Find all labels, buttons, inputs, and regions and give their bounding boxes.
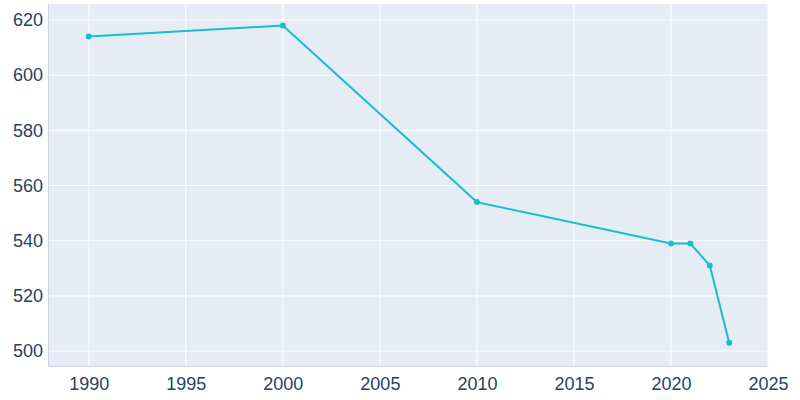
x-axis-tick-label: 2000 xyxy=(263,374,303,394)
x-axis: 1990 1995 2000 2005 2010 2015 2020 2025 xyxy=(49,366,789,394)
marker xyxy=(86,34,92,40)
y-axis-tick-label: 600 xyxy=(13,65,43,85)
marker xyxy=(474,199,480,205)
x-axis-line xyxy=(49,366,769,367)
y-grid-line xyxy=(48,75,768,76)
y-axis-tick-label: 520 xyxy=(13,286,43,306)
x-grid-line xyxy=(282,4,283,366)
x-axis-tick: 2020 xyxy=(651,366,691,394)
x-grid-line xyxy=(670,4,671,366)
chart: 1990 1995 2000 2005 2010 2015 2020 2025 500 520 54… xyxy=(0,0,800,400)
x-grid-line xyxy=(379,4,380,366)
x-axis-tick-label: 1995 xyxy=(166,374,206,394)
marker xyxy=(668,240,674,246)
y-axis-line xyxy=(48,5,49,367)
series xyxy=(86,23,732,346)
x-axis-tick: 2025 xyxy=(748,366,788,394)
y-grid-line xyxy=(48,351,768,352)
y-axis-tick: 560 xyxy=(13,176,48,196)
x-axis-tick: 2015 xyxy=(554,366,594,394)
x-grid-line xyxy=(88,4,89,366)
grid xyxy=(48,4,768,366)
x-axis-tick: 1990 xyxy=(69,366,109,394)
x-axis-tick: 2005 xyxy=(360,366,400,394)
x-grid-line xyxy=(573,4,574,366)
x-axis-tick-label: 2025 xyxy=(748,374,788,394)
x-grid-line xyxy=(185,4,186,366)
y-axis-tick-label: 500 xyxy=(13,341,43,361)
y-axis-tick-label: 540 xyxy=(13,231,43,251)
y-axis-tick-label: 620 xyxy=(13,10,43,30)
x-grid-line xyxy=(476,4,477,366)
x-axis-tick-label: 1990 xyxy=(69,374,109,394)
y-axis-tick: 500 xyxy=(13,341,48,361)
marker xyxy=(726,340,732,346)
marker xyxy=(280,23,286,29)
x-axis-tick-label: 2005 xyxy=(360,374,400,394)
marker xyxy=(687,240,693,246)
y-grid-line xyxy=(48,130,768,131)
x-axis-tick-label: 2015 xyxy=(554,374,594,394)
y-axis-tick: 540 xyxy=(13,231,48,251)
y-grid-line xyxy=(48,20,768,21)
plot: 1990 1995 2000 2005 2010 2015 2020 2025 500 520 54… xyxy=(13,4,789,394)
y-grid-line xyxy=(48,295,768,296)
y-axis-tick: 580 xyxy=(13,121,48,141)
y-axis-tick-label: 580 xyxy=(13,121,43,141)
x-axis-tick-label: 2010 xyxy=(457,374,497,394)
x-grid-line xyxy=(768,4,769,366)
y-axis-tick: 600 xyxy=(13,65,48,85)
y-grid-line xyxy=(48,185,768,186)
y-axis-tick: 520 xyxy=(13,286,48,306)
y-axis-tick-label: 560 xyxy=(13,176,43,196)
x-axis-tick: 1995 xyxy=(166,366,206,394)
x-axis-tick: 2010 xyxy=(457,366,497,394)
x-axis-tick: 2000 xyxy=(263,366,303,394)
marker xyxy=(707,263,713,269)
line xyxy=(89,26,729,343)
y-axis: 500 520 540 560 580 600 620 xyxy=(13,5,49,367)
plot-background xyxy=(48,4,768,366)
y-axis-tick: 620 xyxy=(13,10,48,30)
x-axis-tick-label: 2020 xyxy=(651,374,691,394)
